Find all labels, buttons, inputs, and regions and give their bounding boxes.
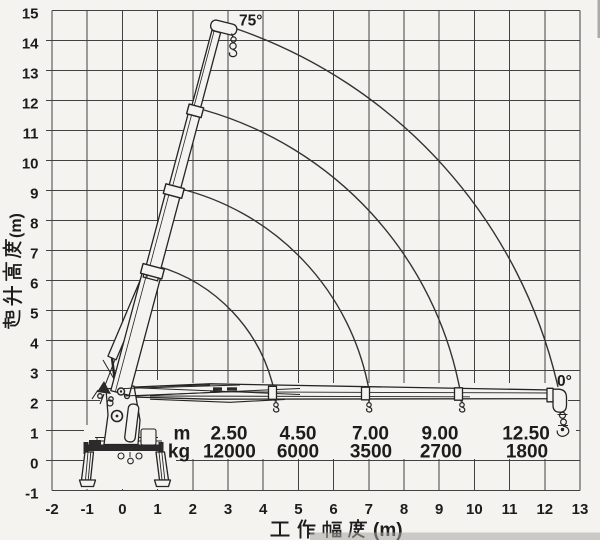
svg-text:9: 9: [435, 501, 443, 518]
svg-text:0: 0: [118, 501, 126, 518]
svg-text:6: 6: [30, 276, 38, 293]
svg-text:6000: 6000: [277, 442, 319, 463]
svg-text:2.50: 2.50: [211, 424, 248, 445]
svg-text:2: 2: [30, 396, 38, 413]
svg-text:75°: 75°: [239, 13, 262, 30]
svg-text:12: 12: [22, 96, 39, 113]
svg-text:14: 14: [22, 36, 39, 53]
svg-text:(m): (m): [8, 213, 25, 238]
svg-text:2: 2: [189, 501, 197, 518]
svg-text:-2: -2: [45, 501, 58, 518]
svg-text:11: 11: [23, 126, 39, 143]
svg-text:10: 10: [466, 501, 483, 518]
svg-text:kg: kg: [168, 442, 190, 463]
svg-text:-1: -1: [25, 486, 38, 503]
svg-text:8: 8: [400, 501, 408, 518]
svg-text:4: 4: [30, 336, 39, 353]
svg-text:5: 5: [294, 501, 302, 518]
svg-text:11: 11: [502, 501, 518, 518]
svg-text:m: m: [174, 424, 191, 445]
svg-text:13: 13: [22, 66, 39, 83]
svg-text:3: 3: [30, 366, 38, 383]
svg-text:15: 15: [22, 6, 39, 23]
svg-text:3500: 3500: [350, 442, 392, 463]
svg-text:12: 12: [536, 501, 553, 518]
svg-text:8: 8: [30, 216, 38, 233]
svg-text:2700: 2700: [420, 442, 462, 463]
svg-text:12000: 12000: [203, 442, 256, 463]
svg-text:13: 13: [572, 501, 589, 518]
svg-text:0°: 0°: [557, 373, 572, 390]
svg-text:7: 7: [365, 501, 373, 518]
svg-text:6: 6: [329, 501, 337, 518]
svg-text:1: 1: [30, 426, 38, 443]
svg-text:1: 1: [153, 501, 161, 518]
svg-text:4.50: 4.50: [280, 424, 317, 445]
svg-text:7.00: 7.00: [352, 424, 389, 445]
svg-text:5: 5: [30, 306, 38, 323]
svg-text:-1: -1: [81, 501, 94, 518]
svg-text:4: 4: [259, 501, 268, 518]
svg-text:10: 10: [22, 156, 39, 173]
svg-text:9.00: 9.00: [422, 424, 459, 445]
svg-text:12.50: 12.50: [502, 424, 550, 445]
svg-text:9: 9: [30, 186, 38, 203]
svg-text:7: 7: [30, 246, 38, 263]
svg-text:0: 0: [30, 456, 38, 473]
svg-text:1800: 1800: [506, 442, 548, 463]
svg-text:3: 3: [224, 501, 232, 518]
